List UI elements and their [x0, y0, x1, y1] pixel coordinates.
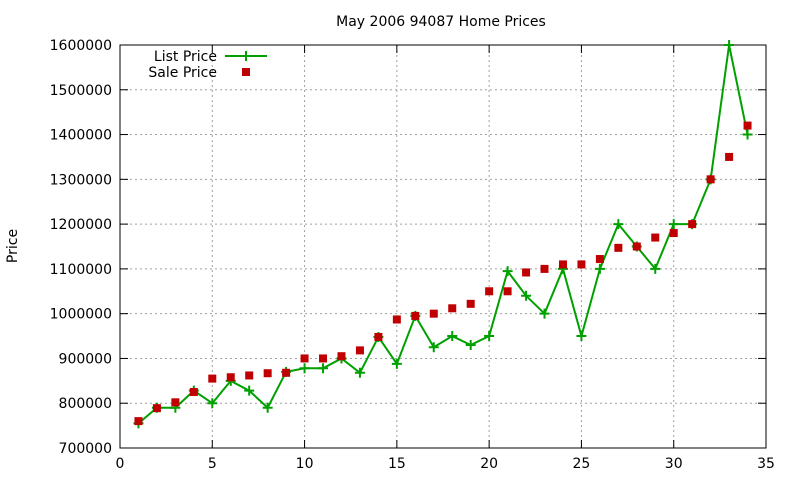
square-marker [171, 398, 180, 407]
square-marker [485, 287, 494, 296]
y-tick-label: 1200000 [50, 217, 112, 233]
plus-marker [502, 266, 513, 277]
plus-marker [521, 290, 532, 301]
x-tick-label: 20 [480, 456, 498, 472]
y-tick-label: 700000 [59, 441, 112, 457]
x-tick-label: 10 [296, 456, 314, 472]
plus-marker [318, 363, 329, 374]
plus-marker [465, 340, 476, 351]
plus-marker [447, 331, 458, 342]
square-marker [466, 299, 475, 308]
plus-marker [742, 129, 753, 140]
square-marker [632, 242, 641, 251]
legend-square-marker [242, 68, 250, 76]
legend-swatch-sale-price [242, 68, 250, 76]
x-tick-label: 15 [388, 456, 406, 472]
x-tick-label: 25 [573, 456, 591, 472]
legend-label-list-price: List Price [154, 49, 217, 65]
square-marker [245, 371, 254, 380]
y-tick-label: 1300000 [50, 172, 112, 188]
square-marker [152, 404, 161, 413]
x-tick-label: 35 [757, 456, 775, 472]
y-tick-label: 1500000 [50, 83, 112, 99]
grid [120, 45, 766, 448]
square-marker [540, 264, 549, 273]
y-tick-label: 900000 [59, 351, 112, 367]
legend-label-sale-price: Sale Price [148, 65, 217, 81]
square-marker [651, 233, 660, 242]
axes: 0 5 10 15 20 25 30 35 700000 800000 900000 1000000 1… [50, 38, 775, 472]
square-marker [355, 346, 364, 355]
y-axis-label: Price [5, 229, 21, 263]
square-marker [743, 121, 752, 130]
plus-marker [299, 363, 310, 374]
square-marker [725, 152, 734, 161]
plot-frame [119, 44, 767, 449]
square-marker [503, 287, 512, 296]
plus-marker [484, 331, 495, 342]
square-marker [282, 368, 291, 377]
square-marker [300, 354, 309, 363]
square-marker [208, 374, 217, 383]
square-marker [319, 354, 328, 363]
plus-marker [539, 308, 550, 319]
square-marker [614, 243, 623, 252]
square-marker [134, 417, 143, 426]
y-tick-label: 800000 [59, 396, 112, 412]
series-list-price [133, 40, 753, 429]
square-marker [706, 175, 715, 184]
y-tick-label: 1100000 [50, 262, 112, 278]
square-marker [392, 315, 401, 324]
plus-marker [724, 40, 735, 50]
square-marker [226, 373, 235, 382]
series-sale-price [134, 121, 752, 426]
square-marker [448, 304, 457, 313]
plus-marker [428, 342, 439, 353]
chart-title: May 2006 94087 Home Prices [336, 14, 546, 30]
square-marker [337, 352, 346, 361]
series-layer [133, 40, 753, 429]
square-marker [189, 388, 198, 397]
plus-marker [391, 358, 402, 369]
square-marker [577, 260, 586, 269]
y-tick-label: 1000000 [50, 307, 112, 323]
square-marker [522, 268, 531, 277]
square-marker [263, 369, 272, 378]
plus-marker [668, 219, 679, 230]
plus-marker [576, 331, 587, 342]
legend-plus-marker [241, 51, 251, 61]
plus-marker [207, 398, 218, 409]
plus-marker [594, 263, 605, 274]
square-marker [374, 332, 383, 341]
x-tick-label: 30 [665, 456, 683, 472]
plus-marker [244, 385, 255, 396]
y-tick-label: 1400000 [50, 128, 112, 144]
square-marker [558, 260, 567, 269]
y-tick-label: 1600000 [50, 38, 112, 54]
square-marker [411, 311, 420, 320]
plus-marker [262, 402, 273, 413]
plus-marker [354, 367, 365, 378]
legend-swatch-list-price [225, 51, 267, 61]
series-line-list-price [137, 44, 749, 425]
square-marker [688, 220, 697, 229]
square-marker [669, 229, 678, 238]
square-marker [595, 255, 604, 264]
plus-marker [650, 263, 661, 274]
square-marker [429, 309, 438, 318]
x-tick-label: 0 [116, 456, 125, 472]
plus-marker [613, 219, 624, 230]
x-tick-label: 5 [208, 456, 217, 472]
